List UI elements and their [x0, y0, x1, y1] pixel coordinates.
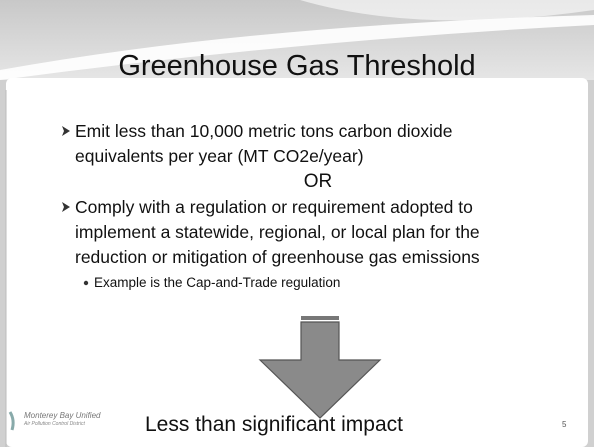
sub-bullet: Example is the Cap-and-Trade regulation [94, 275, 341, 290]
separator: OR [303, 171, 333, 192]
down-arrow [258, 316, 382, 419]
bullet-line: equivalents per year (MT CO2e/year) [75, 146, 364, 166]
bullet-line: Comply with a regulation or requirement … [75, 197, 473, 217]
logo-subtitle: Air Pollution Control District [24, 421, 85, 427]
conclusion: Less than significant impact [145, 413, 403, 436]
page-number: 5 [562, 420, 567, 429]
bullet-line: reduction or mitigation of greenhouse ga… [75, 247, 480, 267]
slide-title: Greenhouse Gas Threshold [118, 50, 476, 82]
bullet-line: implement a statewide, regional, or loca… [75, 222, 480, 242]
logo-name: Monterey Bay Unified [24, 411, 101, 420]
bullet-markers [62, 126, 89, 286]
bullet-line: Emit less than 10,000 metric tons carbon… [75, 121, 453, 141]
